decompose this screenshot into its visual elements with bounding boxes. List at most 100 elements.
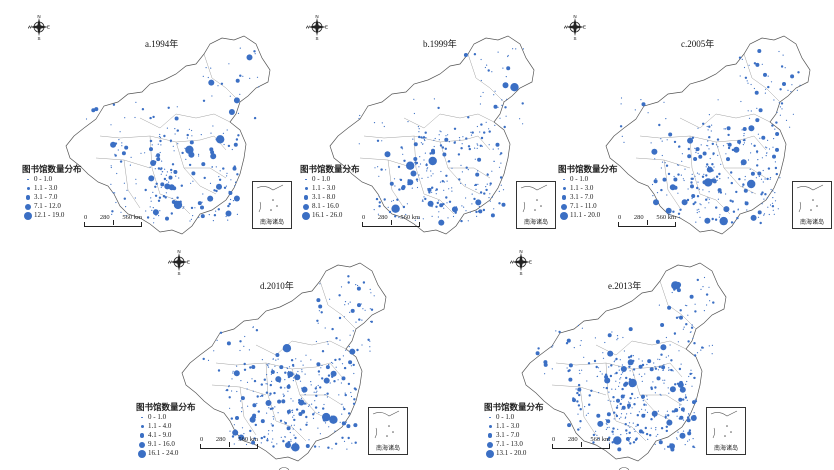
library-dot xyxy=(284,436,287,438)
library-dot xyxy=(579,372,581,375)
library-dot xyxy=(479,144,482,147)
library-dot xyxy=(341,413,343,415)
library-dot xyxy=(616,335,619,337)
library-dot xyxy=(295,442,297,444)
library-dot xyxy=(350,365,352,367)
library-dot xyxy=(624,381,629,386)
library-dot xyxy=(474,184,476,186)
library-dot xyxy=(335,366,337,368)
library-dot xyxy=(633,374,635,376)
library-dot xyxy=(692,438,694,440)
library-dot xyxy=(708,345,710,347)
library-dot xyxy=(672,370,674,372)
library-dot xyxy=(157,199,161,202)
library-dot xyxy=(688,414,690,416)
library-dot xyxy=(579,427,581,429)
library-dot xyxy=(385,169,387,171)
library-dot xyxy=(652,195,654,197)
library-dot xyxy=(369,340,371,342)
library-dot xyxy=(154,185,157,188)
library-dot xyxy=(746,80,748,82)
library-dot xyxy=(622,336,624,339)
library-dot xyxy=(480,95,482,97)
library-dot xyxy=(343,407,346,411)
library-dot xyxy=(457,153,461,156)
province-boundary xyxy=(184,167,227,179)
library-dot xyxy=(787,89,789,91)
library-dot xyxy=(717,99,719,101)
legend-row: 3.1 - 7.0 xyxy=(558,193,618,202)
library-dot xyxy=(251,365,256,369)
library-dot xyxy=(233,370,240,377)
library-dot xyxy=(622,372,624,374)
library-dot xyxy=(256,76,259,78)
library-dot xyxy=(284,371,287,374)
library-dot xyxy=(465,197,467,199)
library-dot xyxy=(512,48,514,50)
library-dot xyxy=(771,205,775,208)
library-dot xyxy=(626,413,628,415)
library-dot xyxy=(413,157,418,161)
library-dot xyxy=(719,191,723,194)
library-dot xyxy=(226,175,228,177)
province-boundary xyxy=(631,340,687,350)
library-dot xyxy=(189,140,194,145)
library-dot xyxy=(669,184,676,191)
library-dot xyxy=(577,324,580,327)
province-boundary xyxy=(595,340,633,356)
library-dot xyxy=(710,169,712,171)
library-dot xyxy=(159,210,161,212)
library-dot xyxy=(775,172,778,176)
library-dot xyxy=(260,383,263,386)
library-dot xyxy=(504,106,507,109)
library-dot xyxy=(642,400,644,402)
province-boundary xyxy=(215,362,237,366)
library-dot xyxy=(684,304,687,306)
library-dot xyxy=(500,184,502,186)
library-dot xyxy=(351,442,353,444)
library-dot xyxy=(779,177,781,179)
library-dot xyxy=(461,143,463,145)
library-dot xyxy=(352,402,356,405)
library-dot xyxy=(327,446,330,449)
library-dot xyxy=(615,406,619,409)
library-dot xyxy=(440,170,442,173)
library-dot xyxy=(697,127,699,129)
legend-dot-icon xyxy=(26,187,30,190)
library-dot xyxy=(158,215,160,217)
library-dot xyxy=(615,414,619,418)
library-dot xyxy=(301,371,303,373)
library-dot xyxy=(775,132,780,136)
library-dot xyxy=(746,189,748,191)
library-dot xyxy=(751,192,753,194)
library-dot xyxy=(771,124,774,127)
library-dot xyxy=(176,106,178,108)
library-dot xyxy=(757,159,759,161)
library-dot xyxy=(658,440,663,445)
library-dot xyxy=(271,441,273,443)
library-dot xyxy=(618,366,620,368)
library-dot xyxy=(689,294,694,299)
library-dot xyxy=(291,411,293,413)
library-dot xyxy=(249,416,256,423)
library-dot xyxy=(301,386,308,393)
legend-row: 0 - 1.0 xyxy=(484,413,544,422)
library-dot xyxy=(711,142,714,146)
library-dot xyxy=(362,308,364,310)
library-dot xyxy=(669,369,671,371)
library-dot xyxy=(163,177,167,181)
library-dot xyxy=(607,399,609,401)
library-dot xyxy=(687,340,690,343)
province-boundary xyxy=(655,362,683,378)
library-dot xyxy=(627,425,629,427)
library-dot xyxy=(613,418,615,420)
library-dot xyxy=(470,131,472,133)
library-dot xyxy=(638,429,643,434)
library-dot xyxy=(665,118,667,120)
library-dot xyxy=(772,154,776,159)
library-dot xyxy=(732,210,736,213)
library-dot xyxy=(172,145,174,147)
library-dot xyxy=(630,412,632,414)
